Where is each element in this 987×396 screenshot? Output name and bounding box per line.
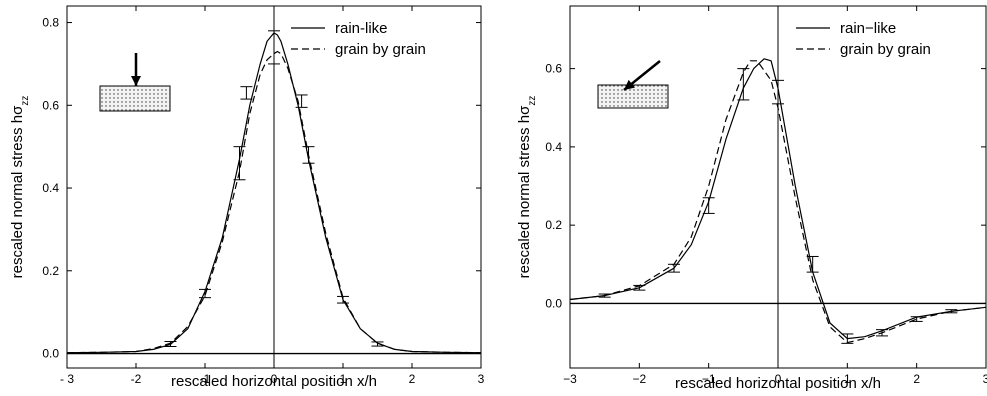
x-tick-label: 2 [913, 372, 920, 386]
y-tick-label: 0.0 [545, 296, 562, 310]
error-bar [302, 146, 315, 164]
y-tick-label: 0.2 [42, 264, 59, 278]
x-tick-label: 2 [409, 372, 416, 386]
error-bar [737, 68, 750, 101]
x-axis-label: rescaled horizontal position x/h [171, 373, 377, 390]
x-tick-label: 3 [478, 372, 485, 386]
error-bar [199, 288, 211, 299]
x-tick-label: −2 [632, 372, 646, 386]
error-bar [233, 146, 246, 181]
inset-arrow-head [624, 79, 635, 90]
chart-panel-1: - 3 -2 -1 0 1 2 3 0.0 0.2 0.4 0.6 0.8 rescaled horiz… [9, 5, 485, 390]
error-bar [598, 293, 611, 298]
series-line-grain-by-grain [569, 60, 987, 344]
y-tick-label: 0.0 [42, 347, 59, 361]
x-tick-label: - 3 [60, 372, 74, 386]
x-tick-label: 1 [340, 372, 347, 386]
series-line-rain-like [569, 58, 987, 340]
error-bar [371, 341, 384, 347]
y-tick-label: 0.8 [42, 16, 59, 30]
inset-arrow-head [131, 76, 141, 86]
y-tick-label: 0.6 [42, 98, 59, 112]
series-line-grain-by-grain [66, 50, 482, 354]
chart-panel-2: −3 −2 −1 0 1 2 3 0.0 0.2 0.4 0.6 rescaled horizonta… [516, 5, 987, 392]
error-bar [337, 295, 349, 304]
x-tick-label: 3 [983, 372, 987, 386]
error-bar [772, 79, 784, 105]
error-bar [910, 316, 923, 322]
error-bar [268, 30, 280, 65]
x-tick-label: 0 [775, 372, 782, 386]
error-bar [806, 255, 819, 273]
error-bar [945, 309, 958, 314]
y-tick-label: 0.2 [545, 218, 562, 232]
y-tick-label: 0.6 [545, 62, 562, 76]
error-bar [295, 94, 308, 108]
x-tick-label: −3 [563, 372, 577, 386]
y-tick-label: 0.4 [545, 140, 562, 154]
x-tick-label: 1 [844, 372, 851, 386]
y-axis-label: rescaled normal stress hσzz [516, 96, 538, 279]
error-bar [633, 284, 646, 291]
y-axis-label: rescaled normal stress hσzz [9, 96, 31, 279]
x-tick-label: −1 [702, 372, 716, 386]
error-bar [240, 86, 253, 100]
error-bar [876, 329, 888, 337]
legend-label: rain-like [335, 20, 388, 37]
inset-dotted-box [99, 85, 171, 112]
legend-label: rain−like [840, 20, 896, 37]
x-tick-label: 0 [271, 372, 278, 386]
error-bar [164, 341, 177, 347]
error-bar [841, 333, 854, 344]
legend-label: grain by grain [840, 41, 931, 58]
x-tick-label: -2 [131, 372, 142, 386]
error-bar [668, 263, 680, 273]
x-axis-label: rescaled horizontal position x/h [675, 375, 881, 392]
inset-dotted-box [597, 84, 669, 109]
legend-label: grain by grain [335, 41, 426, 58]
error-bar [702, 197, 715, 214]
y-tick-label: 0.4 [42, 181, 59, 195]
x-tick-label: -1 [200, 372, 211, 386]
